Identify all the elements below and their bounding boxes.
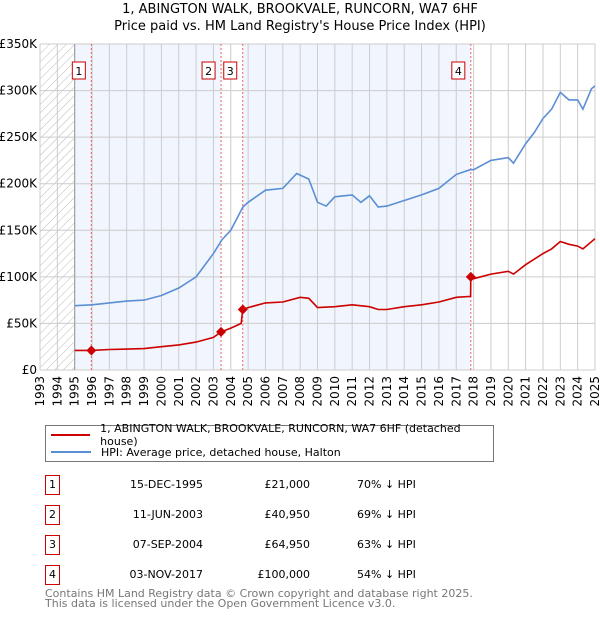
sale-label-box: 3 [223, 61, 238, 80]
sale-label: 4 [455, 65, 462, 78]
series-line [74, 85, 596, 307]
transaction-row: 4 03-NOV-2017 £100,000 54% ↓ HPI [45, 565, 545, 585]
sale-label-border [201, 61, 216, 80]
transaction-row: 2 11-JUN-2003 £40,950 69% ↓ HPI [45, 505, 545, 525]
x-tick-label: 2006 [258, 376, 272, 407]
x-tick-label: 2005 [241, 376, 255, 407]
transaction-hpi-diff: 63% ↓ HPI [357, 538, 416, 551]
y-tick-label: £250K [0, 130, 38, 144]
sale-label-border [223, 61, 238, 80]
x-tick-label: 2020 [501, 376, 515, 407]
ownership-shading [74, 44, 222, 370]
x-tick-label: 2008 [293, 376, 307, 407]
x-tick-label: 2023 [553, 376, 567, 407]
x-tick-label: 2016 [432, 376, 446, 407]
legend-item-hpi: HPI: Average price, detached house, Halt… [51, 444, 341, 460]
x-tick-label: 2017 [449, 376, 463, 407]
x-tick-label: 2002 [189, 376, 203, 407]
x-tick-label: 2014 [397, 376, 411, 407]
sale-label-border [71, 61, 86, 80]
transaction-number-badge: 1 [45, 475, 60, 495]
x-tick-label: 2019 [484, 376, 498, 407]
x-tick-label: 2009 [311, 376, 325, 407]
x-tick-label: 2024 [571, 376, 585, 407]
x-tick-label: 2012 [363, 376, 377, 407]
transaction-date: 11-JUN-2003 [132, 508, 203, 521]
x-tick-label: 1993 [33, 376, 47, 407]
y-tick-label: £350K [0, 37, 38, 51]
transaction-number-badge: 2 [45, 505, 60, 525]
x-tick-label: 2022 [536, 376, 550, 407]
sale-label-box: 2 [201, 61, 216, 80]
x-tick-label: 2015 [415, 376, 429, 407]
transaction-hpi-diff: 70% ↓ HPI [357, 478, 416, 491]
footer-line-2: This data is licensed under the Open Gov… [45, 597, 396, 610]
sale-label: 1 [75, 65, 82, 78]
x-tick-label: 1994 [50, 376, 64, 407]
y-tick-label: £200K [0, 177, 38, 191]
x-tick-label: 2018 [467, 376, 481, 407]
series-line [74, 238, 596, 352]
x-tick-label: 1998 [120, 376, 134, 407]
transaction-date: 07-SEP-2004 [132, 538, 203, 551]
x-tick-label: 1997 [102, 376, 116, 407]
y-tick-label: £100K [0, 270, 38, 284]
y-tick-label: £150K [0, 223, 38, 237]
transaction-date: 03-NOV-2017 [129, 568, 203, 581]
x-tick-label: 2010 [328, 376, 342, 407]
y-tick-label: £300K [0, 84, 38, 98]
x-tick-label: 2021 [519, 376, 533, 407]
chart-title: 1, ABINGTON WALK, BROOKVALE, RUNCORN, WA… [122, 2, 478, 17]
legend-swatch-red [51, 434, 91, 436]
x-tick-label: 1999 [137, 376, 151, 407]
sale-point [237, 304, 248, 315]
x-tick-label: 2013 [380, 376, 394, 407]
x-tick-label: 2003 [206, 376, 220, 407]
sale-label-box: 4 [451, 61, 466, 80]
x-tick-label: 1996 [85, 376, 99, 407]
y-tick-label: £0 [22, 363, 37, 377]
sale-label-border [451, 61, 466, 80]
transaction-hpi-diff: 54% ↓ HPI [357, 568, 416, 581]
legend-item-property: 1, ABINGTON WALK, BROOKVALE, RUNCORN, WA… [51, 422, 493, 448]
sale-point [86, 345, 97, 356]
chart-subtitle: Price paid vs. HM Land Registry's House … [114, 19, 486, 34]
footer-line-1: Contains HM Land Registry data © Crown c… [45, 587, 473, 600]
x-tick-label: 2007 [276, 376, 290, 407]
transaction-number-badge: 4 [45, 565, 60, 585]
x-tick-label: 2004 [224, 376, 238, 407]
y-tick-label: £50K [6, 316, 38, 330]
transaction-price: £64,950 [264, 538, 311, 551]
x-tick-label: 2025 [588, 376, 600, 407]
price-chart: 1993 1994 1995 1996 1997 1998 1999 2000 2001 2002… [0, 37, 600, 407]
legend: 1, ABINGTON WALK, BROOKVALE, RUNCORN, WA… [45, 422, 494, 462]
legend-label: 1, ABINGTON WALK, BROOKVALE, RUNCORN, WA… [100, 422, 461, 448]
transaction-hpi-diff: 69% ↓ HPI [357, 508, 416, 521]
transaction-number-badge: 3 [45, 535, 60, 555]
transaction-row: 1 15-DEC-1995 £21,000 70% ↓ HPI [45, 475, 545, 495]
transaction-price: £21,000 [264, 478, 311, 491]
transaction-price: £100,000 [257, 568, 311, 581]
sale-point [465, 271, 476, 282]
sale-point [216, 326, 227, 337]
sale-label-box: 1 [71, 61, 86, 80]
sale-label: 3 [227, 65, 234, 78]
sale-label: 2 [205, 65, 212, 78]
x-tick-label: 1995 [68, 376, 82, 407]
legend-swatch-blue [51, 451, 91, 453]
x-tick-label: 2011 [345, 376, 359, 407]
footer: Contains HM Land Registry data © Crown c… [45, 587, 473, 610]
x-tick-label: 2000 [154, 376, 168, 407]
transaction-date: 15-DEC-1995 [129, 478, 203, 491]
transaction-price: £40,950 [264, 508, 311, 521]
ownership-shading [242, 44, 471, 370]
legend-label: HPI: Average price, detached house, Halt… [101, 445, 341, 459]
transaction-row: 3 07-SEP-2004 £64,950 63% ↓ HPI [45, 535, 545, 555]
x-tick-label: 2001 [172, 376, 186, 407]
